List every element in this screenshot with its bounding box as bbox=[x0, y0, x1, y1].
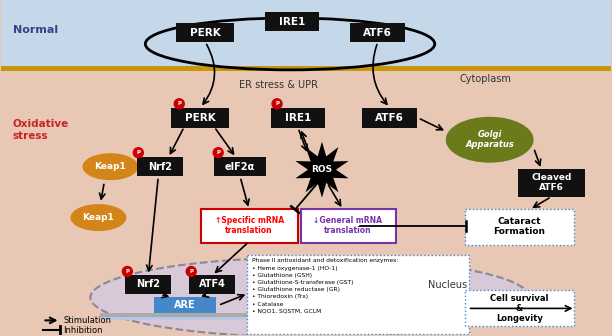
FancyBboxPatch shape bbox=[465, 290, 575, 326]
FancyBboxPatch shape bbox=[247, 254, 469, 334]
Text: ↓General mRNA
translation: ↓General mRNA translation bbox=[313, 216, 382, 235]
Text: Cytoplasm: Cytoplasm bbox=[460, 74, 512, 84]
FancyBboxPatch shape bbox=[362, 108, 417, 128]
Text: Stimulation: Stimulation bbox=[64, 316, 111, 325]
FancyBboxPatch shape bbox=[171, 108, 229, 128]
Ellipse shape bbox=[70, 204, 126, 231]
Text: PERK: PERK bbox=[190, 28, 220, 38]
Ellipse shape bbox=[446, 117, 534, 163]
Text: Golgi
Apparatus: Golgi Apparatus bbox=[465, 130, 514, 150]
Text: ROS: ROS bbox=[312, 165, 332, 174]
FancyBboxPatch shape bbox=[137, 157, 183, 176]
Circle shape bbox=[213, 148, 223, 158]
Text: P: P bbox=[189, 269, 193, 274]
FancyBboxPatch shape bbox=[351, 24, 405, 42]
Text: Nucleus: Nucleus bbox=[428, 281, 468, 290]
Circle shape bbox=[133, 148, 143, 158]
Text: P: P bbox=[275, 101, 279, 106]
Circle shape bbox=[122, 266, 132, 277]
Ellipse shape bbox=[91, 257, 529, 336]
Text: Cell survival
&
Longevity: Cell survival & Longevity bbox=[490, 294, 549, 323]
FancyBboxPatch shape bbox=[189, 275, 235, 294]
FancyBboxPatch shape bbox=[301, 209, 396, 243]
Text: P: P bbox=[216, 150, 220, 155]
Text: ATF4: ATF4 bbox=[199, 280, 226, 289]
FancyBboxPatch shape bbox=[154, 297, 216, 313]
Circle shape bbox=[174, 99, 184, 109]
Text: ATF6: ATF6 bbox=[364, 28, 392, 38]
Ellipse shape bbox=[83, 153, 138, 180]
Circle shape bbox=[272, 99, 282, 109]
FancyBboxPatch shape bbox=[518, 169, 586, 197]
Text: Inhibition: Inhibition bbox=[64, 326, 103, 335]
Text: Phase II antioxidant and detoxification enzymes:
• Heme oxygenase-1 (HO-1)
• Glu: Phase II antioxidant and detoxification … bbox=[252, 258, 398, 314]
Bar bbox=[1, 68, 611, 335]
Text: Cleaved
ATF6: Cleaved ATF6 bbox=[531, 173, 572, 192]
Text: PERK: PERK bbox=[185, 113, 215, 123]
Bar bbox=[1, 0, 611, 68]
Text: Keap1: Keap1 bbox=[83, 213, 114, 222]
Text: Nrf2: Nrf2 bbox=[148, 162, 173, 172]
FancyBboxPatch shape bbox=[465, 209, 575, 245]
FancyBboxPatch shape bbox=[214, 157, 266, 176]
FancyBboxPatch shape bbox=[125, 275, 171, 294]
Text: ↑Specific mRNA
translation: ↑Specific mRNA translation bbox=[215, 216, 284, 235]
Text: IRE1: IRE1 bbox=[285, 113, 311, 123]
Polygon shape bbox=[296, 142, 349, 198]
Text: P: P bbox=[177, 101, 181, 106]
Bar bbox=[1, 66, 611, 71]
Text: IRE1: IRE1 bbox=[279, 17, 305, 27]
Text: Oxidative
stress: Oxidative stress bbox=[13, 119, 69, 140]
FancyBboxPatch shape bbox=[271, 108, 326, 128]
Text: Cataract
Formation: Cataract Formation bbox=[494, 217, 545, 236]
FancyBboxPatch shape bbox=[201, 209, 298, 243]
Text: Nrf2: Nrf2 bbox=[136, 280, 160, 289]
Text: P: P bbox=[125, 269, 129, 274]
Text: Keap1: Keap1 bbox=[94, 162, 126, 171]
Text: ATF6: ATF6 bbox=[375, 113, 405, 123]
FancyBboxPatch shape bbox=[176, 24, 234, 42]
Text: Normal: Normal bbox=[13, 25, 58, 35]
Text: ARE: ARE bbox=[174, 300, 196, 310]
FancyBboxPatch shape bbox=[264, 12, 319, 32]
Text: eIF2α: eIF2α bbox=[225, 162, 255, 172]
Text: P: P bbox=[136, 150, 140, 155]
Text: ER stress & UPR: ER stress & UPR bbox=[239, 80, 318, 90]
Circle shape bbox=[186, 266, 196, 277]
